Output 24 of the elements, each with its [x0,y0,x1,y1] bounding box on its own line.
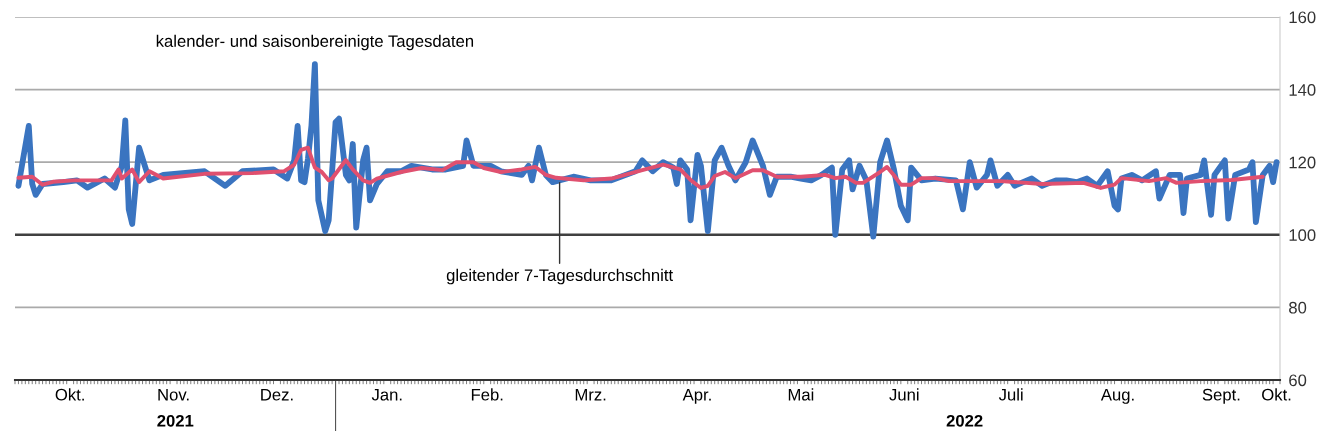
x-tick-label: Okt. [55,388,84,401]
y-tick-label: 100 [1289,229,1316,241]
y-tick-label: 120 [1289,156,1316,169]
x-tick-label: Okt. [1262,388,1291,401]
x-tick-label: Feb. [471,388,503,401]
y-tick-label: 140 [1289,84,1316,96]
x-tick-label: Jan. [371,388,402,401]
y-tick-label: 60 [1289,374,1307,387]
x-tick-label: Dez. [261,388,293,401]
x-tick-label: Mai [788,388,814,401]
annotation: kalender- und saisonbereinigte Tagesdaten [156,34,474,51]
y-tick-label: 160 [1289,11,1316,24]
x-tick-label: Aug. [1100,388,1134,404]
x-tick-label: Apr. [682,388,711,404]
x-tick-label: Juli [998,388,1023,401]
x-tick-label: Juni [889,388,919,401]
annotation: gleitender 7-Tagesdurchschnitt [446,268,673,285]
x-tick-label: Mrz. [575,388,606,401]
text: 2021 [157,414,194,427]
line-series [16,145,1265,190]
x-tick-label: Nov. [158,388,189,401]
x-tick-label: Sept. [1202,388,1240,404]
text: 2022 [946,414,983,427]
y-tick-label: 80 [1289,301,1307,314]
